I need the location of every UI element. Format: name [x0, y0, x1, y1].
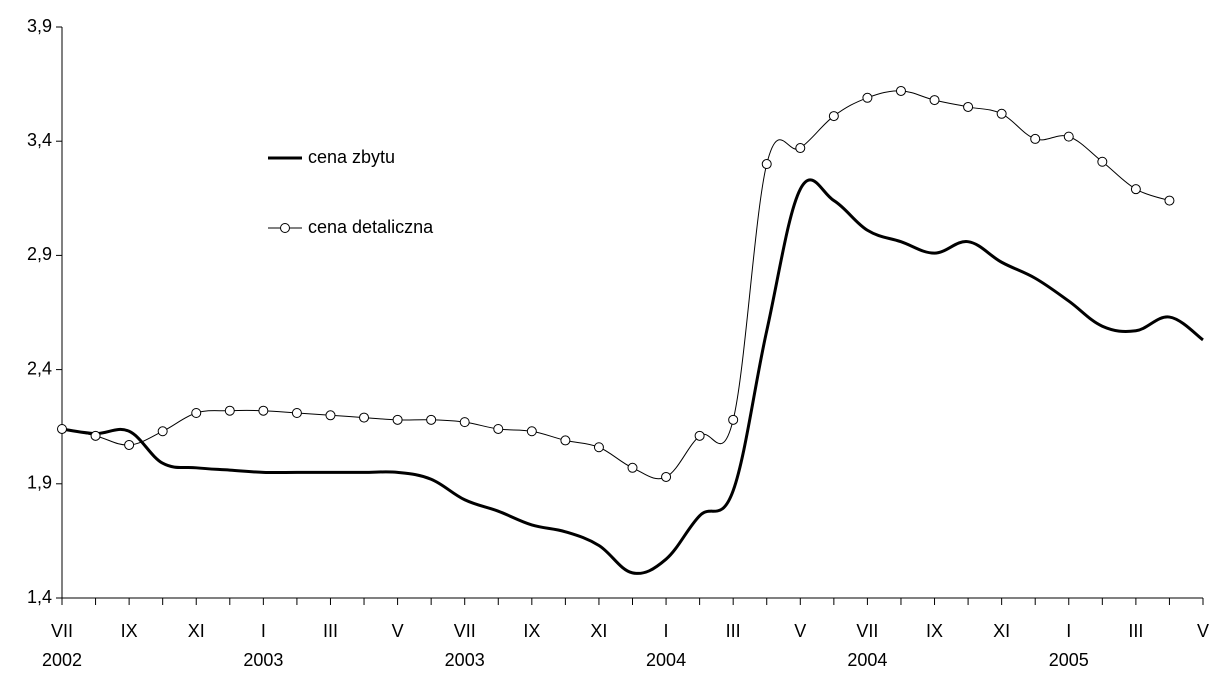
marker: [1063, 131, 1074, 142]
marker: [224, 405, 235, 416]
x-year-label: 2004: [847, 650, 887, 670]
x-year-label: 2002: [42, 650, 82, 670]
marker: [627, 462, 638, 473]
legend-marker: [280, 223, 290, 233]
marker: [694, 430, 705, 441]
x-year-label: 2004: [646, 650, 686, 670]
marker: [828, 111, 839, 122]
x-year-label: 2003: [243, 650, 283, 670]
marker: [996, 108, 1007, 119]
x-tick-label: XI: [993, 621, 1010, 641]
marker: [661, 471, 672, 482]
series-line: [61, 90, 1170, 480]
marker: [1164, 195, 1175, 206]
marker: [359, 412, 370, 423]
marker: [593, 442, 604, 453]
marker: [325, 410, 336, 421]
marker: [191, 407, 202, 418]
marker: [291, 407, 302, 418]
legend-label: cena zbytu: [308, 147, 395, 167]
marker: [426, 414, 437, 425]
marker: [392, 414, 403, 425]
x-tick-label: IX: [121, 621, 138, 641]
marker: [1130, 184, 1141, 195]
x-tick-label: VII: [856, 621, 878, 641]
marker: [57, 423, 67, 434]
x-year-label: 2005: [1049, 650, 1089, 670]
x-tick-label: V: [1197, 621, 1209, 641]
y-tick-label: 1,4: [27, 587, 52, 607]
x-tick-label: V: [794, 621, 806, 641]
y-tick-label: 2,4: [27, 358, 52, 378]
y-tick-label: 3,4: [27, 130, 52, 150]
x-tick-label: XI: [188, 621, 205, 641]
marker: [1097, 156, 1108, 167]
marker: [862, 92, 873, 103]
series-line: [61, 178, 1204, 575]
y-tick-label: 2,9: [27, 244, 52, 264]
marker: [90, 430, 101, 441]
marker: [929, 95, 940, 106]
y-tick-label: 3,9: [27, 16, 52, 36]
marker: [124, 439, 135, 450]
marker: [728, 414, 739, 425]
marker: [526, 426, 537, 437]
marker: [157, 426, 168, 437]
x-tick-label: I: [664, 621, 669, 641]
marker: [895, 85, 906, 96]
x-tick-label: III: [323, 621, 338, 641]
x-tick-label: IX: [523, 621, 540, 641]
x-tick-label: XI: [590, 621, 607, 641]
x-tick-label: VII: [454, 621, 476, 641]
x-tick-label: IX: [926, 621, 943, 641]
marker: [258, 405, 269, 416]
x-tick-label: I: [261, 621, 266, 641]
marker: [560, 435, 571, 446]
marker: [459, 417, 470, 428]
x-tick-label: III: [1128, 621, 1143, 641]
y-tick-label: 1,9: [27, 473, 52, 493]
marker: [761, 159, 772, 170]
marker: [963, 101, 974, 112]
x-year-label: 2003: [445, 650, 485, 670]
x-tick-label: I: [1066, 621, 1071, 641]
marker: [795, 143, 806, 154]
x-tick-label: V: [392, 621, 404, 641]
x-tick-label: III: [726, 621, 741, 641]
legend-label: cena detaliczna: [308, 217, 434, 237]
x-tick-label: VII: [51, 621, 73, 641]
marker: [493, 423, 504, 434]
marker: [1030, 133, 1041, 144]
